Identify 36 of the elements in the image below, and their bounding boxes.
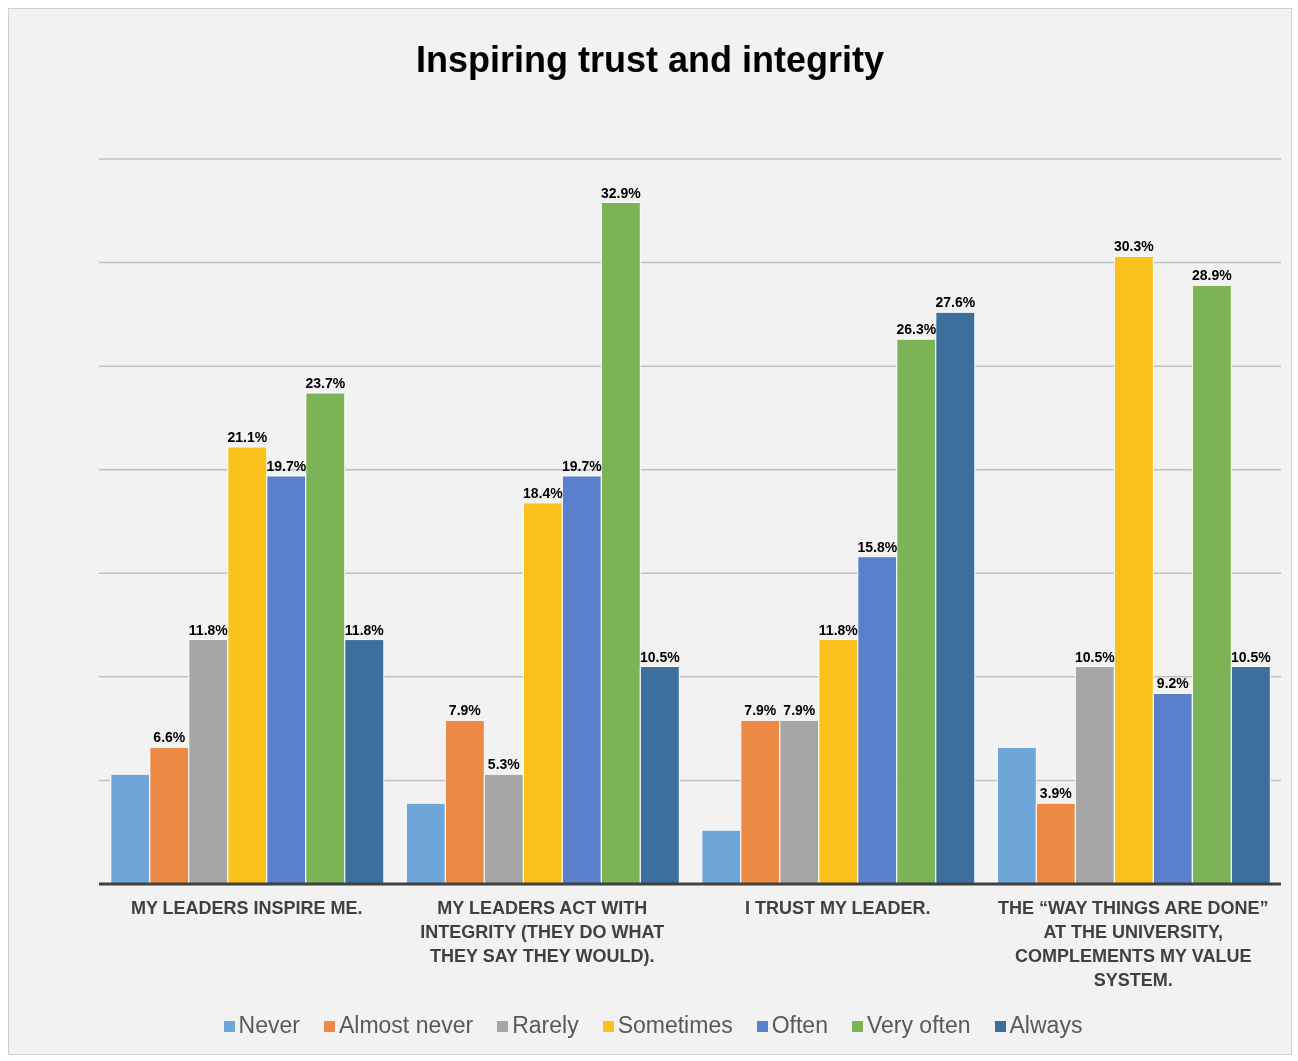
data-label: 9.2%: [1156, 675, 1190, 692]
x-tick-label: MY LEADERS INSPIRE ME.: [130, 898, 363, 918]
data-label: 32.9%: [600, 184, 642, 201]
x-tick-label: THE “WAY THINGS ARE DONE” AT THE UNIVERSITY, COMPLEMENTS MY VALUE SYSTEM.: [998, 898, 1269, 990]
data-label: 23.7%: [305, 375, 346, 392]
data-label: 10.5%: [1230, 648, 1272, 665]
data-label: 30.3%: [1113, 238, 1155, 255]
legend-label: Sometimes: [617, 1012, 733, 1038]
data-label: 28.9%: [1191, 267, 1233, 284]
data-label: 10.5%: [1074, 648, 1116, 665]
data-label: 19.7%: [561, 457, 603, 474]
data-label: 7.9%: [744, 702, 777, 719]
data-label: 18.4%: [522, 484, 564, 501]
data-label: 3.9%: [1039, 785, 1073, 802]
legend-label: Rarely: [512, 1012, 579, 1038]
data-label: 11.8%: [344, 621, 385, 638]
data-label: 6.6%: [153, 729, 186, 746]
data-label: 11.8%: [188, 621, 229, 638]
data-label: 7.9%: [448, 702, 482, 719]
legend-label: Always: [1009, 1012, 1083, 1038]
x-tick-label: I TRUST MY LEADER.: [744, 898, 931, 918]
chart-title: Inspiring trust and integrity: [415, 38, 885, 82]
data-label: 7.9%: [783, 702, 816, 719]
data-label: 5.3%: [487, 756, 521, 773]
data-label: 19.7%: [266, 457, 307, 474]
legend-label: Very often: [866, 1012, 971, 1038]
data-label: 10.5%: [639, 648, 681, 665]
legend-label: Never: [238, 1012, 300, 1038]
data-label: 26.3%: [896, 321, 937, 338]
data-label: 15.8%: [857, 538, 898, 555]
legend-label: Often: [771, 1012, 828, 1038]
data-label: 21.1%: [227, 428, 268, 445]
data-label: 11.8%: [818, 621, 859, 638]
legend-label: Almost never: [338, 1012, 474, 1038]
data-label: 27.6%: [935, 294, 976, 311]
x-tick-label: MY LEADERS ACT WITH INTEGRITY (THEY DO WHAT THEY SAY THEY WOULD).: [420, 898, 665, 966]
